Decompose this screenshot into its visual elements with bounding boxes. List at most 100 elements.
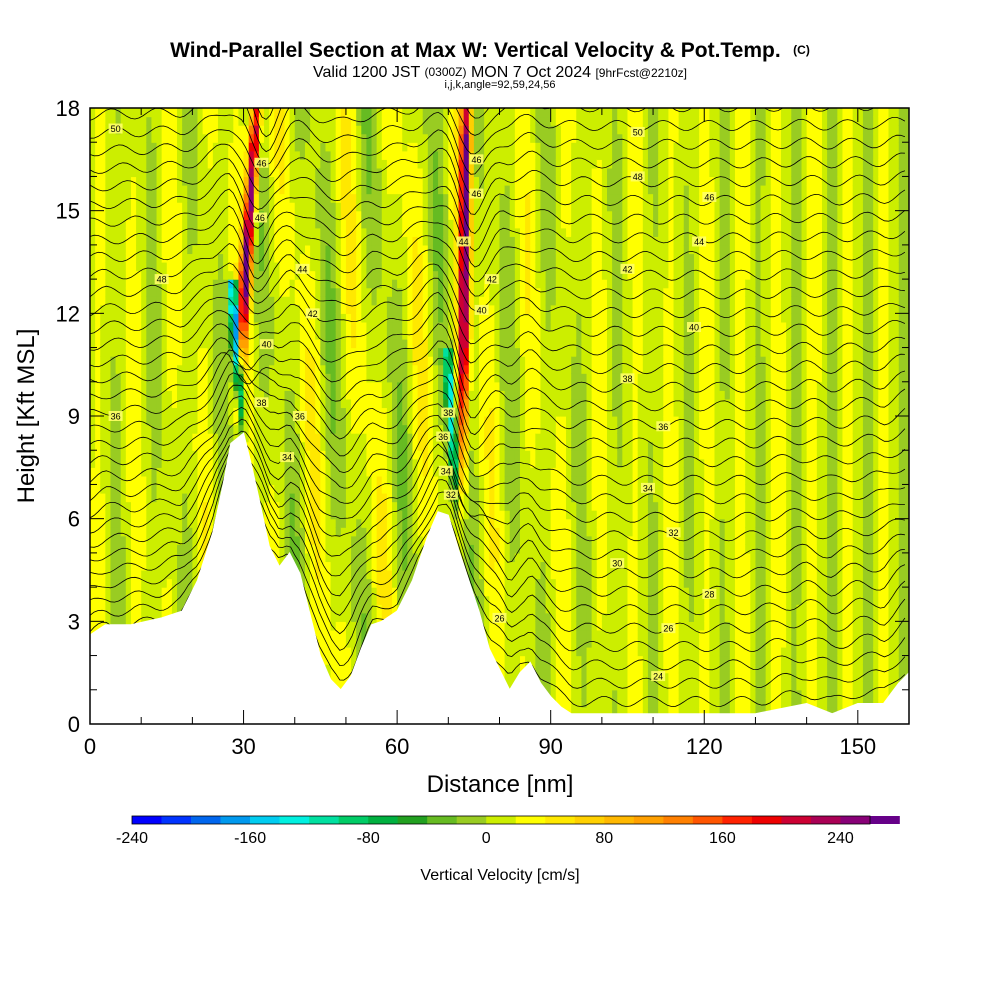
velocity-cell [248,244,255,255]
velocity-cell [397,210,403,220]
velocity-cell [166,253,173,263]
velocity-cell [361,390,368,400]
velocity-cell [427,381,434,391]
velocity-cell [299,570,306,580]
velocity-cell [228,125,234,135]
velocity-cell [100,253,106,263]
velocity-cell [100,381,106,391]
velocity-cell [432,330,439,340]
velocity-cell [171,210,178,220]
velocity-cell [248,262,255,272]
velocity-cell [110,544,117,554]
velocity-cell [417,433,424,443]
velocity-cell [182,484,188,494]
velocity-cell [304,296,311,306]
velocity-cell [310,587,316,597]
velocity-cell [202,279,209,289]
velocity-cell [289,244,296,255]
velocity-cell [320,313,327,323]
velocity-cell [125,210,132,220]
velocity-cell [402,587,408,597]
velocity-cell [289,116,296,126]
velocity-cell [264,390,270,400]
velocity-cell [253,458,260,468]
velocity-cell [156,125,163,135]
velocity-cell [253,253,260,263]
velocity-cell [197,339,204,349]
velocity-cell [151,561,158,571]
velocity-cell [182,510,188,520]
velocity-cell [192,493,199,503]
velocity-cell [141,510,147,520]
velocity-cell [284,133,291,143]
velocity-cell [187,424,193,434]
velocity-cell [340,279,347,289]
velocity-cell [279,321,286,332]
velocity-cell [279,493,286,503]
velocity-cell [166,108,173,118]
velocity-cell [120,467,127,477]
velocity-cell [166,279,173,289]
velocity-cell [310,416,316,426]
velocity-cell [335,159,342,169]
velocity-cell [315,433,321,443]
velocity-cell [407,296,414,306]
velocity-cell [141,219,147,229]
velocity-cell [258,236,265,246]
velocity-cell [345,159,352,169]
velocity-cell [381,390,388,400]
velocity-cell [392,595,398,605]
velocity-cell [238,116,245,126]
velocity-cell [438,484,444,494]
velocity-cell [356,133,362,143]
velocity-cell [264,527,270,537]
velocity-cell [146,125,153,135]
velocity-cell [151,150,158,160]
velocity-cell [182,321,188,332]
velocity-cell [269,416,275,426]
velocity-cell [248,381,255,391]
velocity-cell [110,595,117,605]
velocity-cell [361,193,368,203]
velocity-cell [130,321,137,332]
velocity-cell [386,193,393,203]
velocity-cell [95,561,101,571]
velocity-cell [95,398,101,409]
velocity-cell [407,441,414,451]
velocity-cell [192,458,199,468]
velocity-cell [120,347,127,357]
velocity-cell [351,279,357,289]
velocity-cell [366,561,373,571]
velocity-cell [335,185,342,195]
velocity-cell [412,193,419,203]
velocity-cell [381,441,388,451]
velocity-cell [386,108,393,118]
velocity-cell [120,185,127,195]
velocity-cell [166,416,173,426]
velocity-cell [217,424,224,434]
velocity-cell [325,373,332,383]
velocity-cell [351,125,357,135]
velocity-cell [125,279,132,289]
velocity-cell [166,390,173,400]
velocity-cell [269,518,275,528]
velocity-cell [212,108,219,118]
velocity-cell [279,544,286,554]
velocity-cell [238,159,245,169]
velocity-cell [110,347,117,357]
velocity-cell [136,518,142,528]
velocity-cell [381,219,388,229]
velocity-cell [258,262,265,272]
velocity-cell [192,244,199,255]
velocity-cell [310,373,316,383]
velocity-cell [376,535,383,545]
velocity-cell [207,330,214,340]
velocity-cell [192,424,199,434]
velocity-cell [223,416,229,426]
velocity-cell [381,133,388,143]
velocity-cell [151,133,158,143]
velocity-cell [315,287,321,297]
velocity-cell [177,167,183,178]
velocity-cell [171,373,178,383]
velocity-cell [171,167,178,178]
